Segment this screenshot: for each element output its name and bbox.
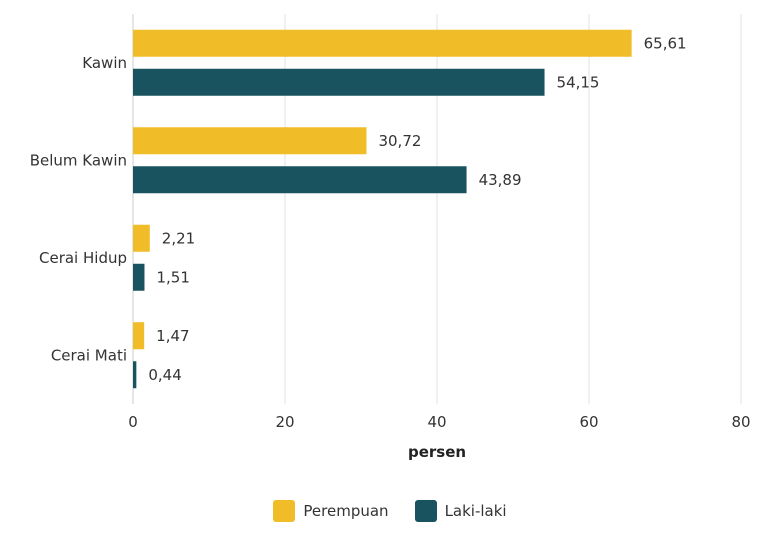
category-label: Kawin xyxy=(82,54,127,72)
data-label: 54,15 xyxy=(557,73,600,91)
x-tick-label: 80 xyxy=(731,413,750,431)
x-tick-label: 60 xyxy=(579,413,598,431)
legend: Perempuan Laki-laki xyxy=(0,500,780,522)
bar-perempuan[interactable] xyxy=(133,127,367,155)
x-tick-label: 0 xyxy=(128,413,138,431)
bar-perempuan[interactable] xyxy=(133,322,145,350)
data-label: 43,89 xyxy=(479,171,522,189)
bar-laki-laki[interactable] xyxy=(133,68,545,96)
bar-laki-laki[interactable] xyxy=(133,361,137,389)
legend-label-laki-laki: Laki-laki xyxy=(444,502,507,520)
x-tick-label: 20 xyxy=(275,413,294,431)
data-label: 1,47 xyxy=(156,327,189,345)
category-label: Cerai Mati xyxy=(51,346,127,364)
category-label: Belum Kawin xyxy=(30,151,127,169)
bar-laki-laki[interactable] xyxy=(133,263,145,291)
bars xyxy=(133,29,632,389)
data-label: 65,61 xyxy=(644,34,687,52)
category-label: Cerai Hidup xyxy=(39,249,127,267)
legend-item-perempuan[interactable]: Perempuan xyxy=(273,500,389,522)
legend-swatch-laki-laki xyxy=(414,500,437,522)
labels: 0 20 40 60 80 Kawin 65,61 54,15 Belum Kawin 30,72… xyxy=(30,34,751,431)
x-axis-title: persen xyxy=(408,443,466,461)
legend-item-laki-laki[interactable]: Laki-laki xyxy=(414,500,507,522)
legend-swatch-perempuan xyxy=(273,500,296,522)
data-label: 30,72 xyxy=(378,132,421,150)
data-label: 1,51 xyxy=(156,268,189,286)
bar-laki-laki[interactable] xyxy=(133,166,467,194)
bar-perempuan[interactable] xyxy=(133,224,150,252)
data-label: 2,21 xyxy=(162,229,195,247)
data-label: 0,44 xyxy=(148,366,181,384)
bar-perempuan[interactable] xyxy=(133,29,632,57)
legend-label-perempuan: Perempuan xyxy=(303,502,389,520)
x-tick-label: 40 xyxy=(427,413,446,431)
